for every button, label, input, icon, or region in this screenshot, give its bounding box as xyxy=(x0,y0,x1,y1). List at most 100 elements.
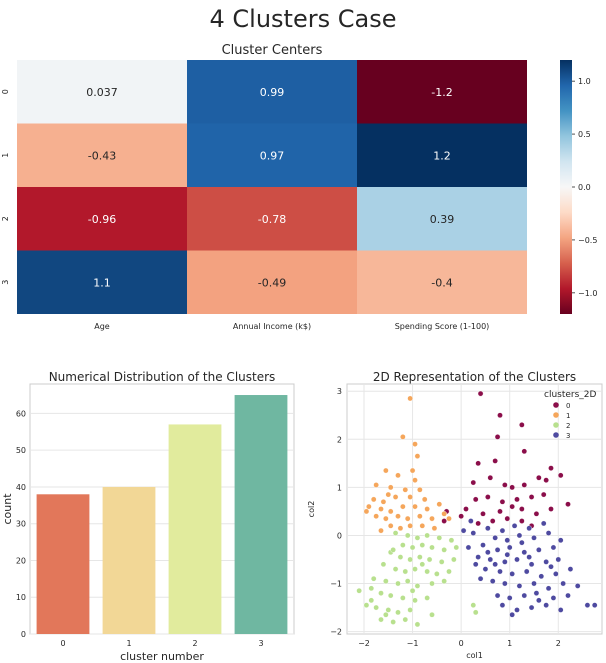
bar-ytick-label: 10 xyxy=(16,593,26,602)
scatter-point xyxy=(591,602,598,608)
scatter-point xyxy=(400,503,406,510)
scatter-point xyxy=(540,520,547,527)
scatter-point xyxy=(533,511,540,517)
scatter-point xyxy=(417,486,423,493)
scatter-point xyxy=(494,434,501,440)
scatter-point xyxy=(446,568,452,575)
scatter-point xyxy=(424,506,430,512)
scatter-point xyxy=(380,561,387,568)
scatter-point xyxy=(528,604,535,611)
scatter-point xyxy=(431,525,438,532)
heatmap-value-label: 0.99 xyxy=(260,86,285,99)
scatter-point xyxy=(390,547,396,553)
scatter-point xyxy=(494,547,501,553)
scatter-point xyxy=(448,537,455,544)
scatter-point xyxy=(409,544,416,551)
legend-title: clusters_2D xyxy=(544,390,597,400)
scatter-point xyxy=(383,515,389,522)
scatter-point xyxy=(412,597,418,604)
scatter-point xyxy=(485,494,491,500)
heatmap-cell xyxy=(187,187,357,251)
scatter-point xyxy=(417,513,423,520)
scatter-point xyxy=(424,568,430,575)
scatter-point xyxy=(506,595,513,601)
scatter-point xyxy=(429,580,435,587)
scatter-point xyxy=(404,515,411,522)
scatter-point xyxy=(516,583,523,589)
scatter-point xyxy=(409,587,416,594)
scatter-point xyxy=(429,611,435,618)
scatter-point xyxy=(436,535,443,541)
scatter-point xyxy=(540,491,547,498)
scatter-point xyxy=(436,501,443,507)
scatter-point xyxy=(429,544,435,551)
legend-marker xyxy=(553,422,559,428)
scatter-point xyxy=(412,441,418,447)
scatter-point xyxy=(402,568,409,575)
scatter-point xyxy=(526,525,532,532)
scatter-point xyxy=(395,472,401,479)
scatter-point xyxy=(383,611,389,618)
legend-marker xyxy=(553,402,559,408)
scatter-point xyxy=(370,575,377,582)
scatter-point xyxy=(499,527,506,534)
bar-ytick-label: 20 xyxy=(16,556,26,565)
scatter-xtick-label: 1 xyxy=(507,639,512,648)
scatter-point xyxy=(395,580,401,587)
legend-marker xyxy=(553,412,559,418)
scatter-point xyxy=(509,503,515,510)
scatter-point xyxy=(441,578,447,584)
scatter-point xyxy=(519,539,525,546)
scatter-point xyxy=(509,611,515,618)
scatter-point xyxy=(538,573,545,580)
scatter-point xyxy=(424,595,430,601)
heatmap-cell xyxy=(357,250,527,314)
heatmap-row-label: 0 xyxy=(1,89,10,94)
bar-xtick-label: 3 xyxy=(258,639,263,648)
scatter-point xyxy=(368,597,375,604)
scatter-point xyxy=(390,619,396,625)
scatter-point xyxy=(463,506,469,512)
scatter-point xyxy=(407,395,413,402)
legend-marker xyxy=(553,432,559,438)
scatter-point xyxy=(414,583,421,589)
scatter-point xyxy=(451,556,457,563)
bar-ytick-label: 50 xyxy=(16,446,26,455)
scatter-point xyxy=(472,496,479,503)
scatter-point xyxy=(453,544,460,551)
bar-chart: Numerical Distribution of the Clusters 0 1… xyxy=(1,370,295,662)
heatmap-cell xyxy=(17,187,187,251)
scatter-point xyxy=(506,544,513,551)
scatter-point xyxy=(458,513,464,520)
heatmap-row-label: 3 xyxy=(1,280,10,285)
scatter-point xyxy=(441,518,447,524)
scatter-chart: 2D Representation of the Clusters −2 −1 0 1 2… xyxy=(307,370,603,660)
scatter-point xyxy=(387,508,394,515)
scatter-ytick-label: −2 xyxy=(330,628,342,637)
scatter-point xyxy=(560,580,566,587)
heatmap-title: Cluster Centers xyxy=(222,43,323,58)
bar-xtick-label: 1 xyxy=(126,639,131,648)
scatter-point xyxy=(402,616,409,623)
scatter-point xyxy=(424,532,430,539)
scatter-x-axis-label: col1 xyxy=(466,651,483,660)
heatmap-value-label: -0.96 xyxy=(88,213,116,226)
colorbar-tick-label: 1.0 xyxy=(578,77,591,86)
scatter-point xyxy=(528,494,535,500)
colorbar xyxy=(560,60,572,314)
heatmap-col-label: Spending Score (1-100) xyxy=(395,322,490,331)
scatter-point xyxy=(407,494,413,500)
scatter-point xyxy=(434,571,440,577)
scatter-point xyxy=(409,467,416,474)
scatter-point xyxy=(494,592,501,599)
scatter-point xyxy=(414,621,421,628)
scatter-ytick-label: 1 xyxy=(337,483,342,492)
scatter-point xyxy=(407,607,413,613)
scatter-point xyxy=(514,607,520,613)
bar-xtick-label: 2 xyxy=(192,639,197,648)
heatmap-cell xyxy=(357,123,527,187)
scatter-point xyxy=(497,508,503,515)
scatter-xtick-label: −1 xyxy=(407,639,419,648)
scatter-point xyxy=(521,448,528,455)
scatter-point xyxy=(557,537,564,544)
